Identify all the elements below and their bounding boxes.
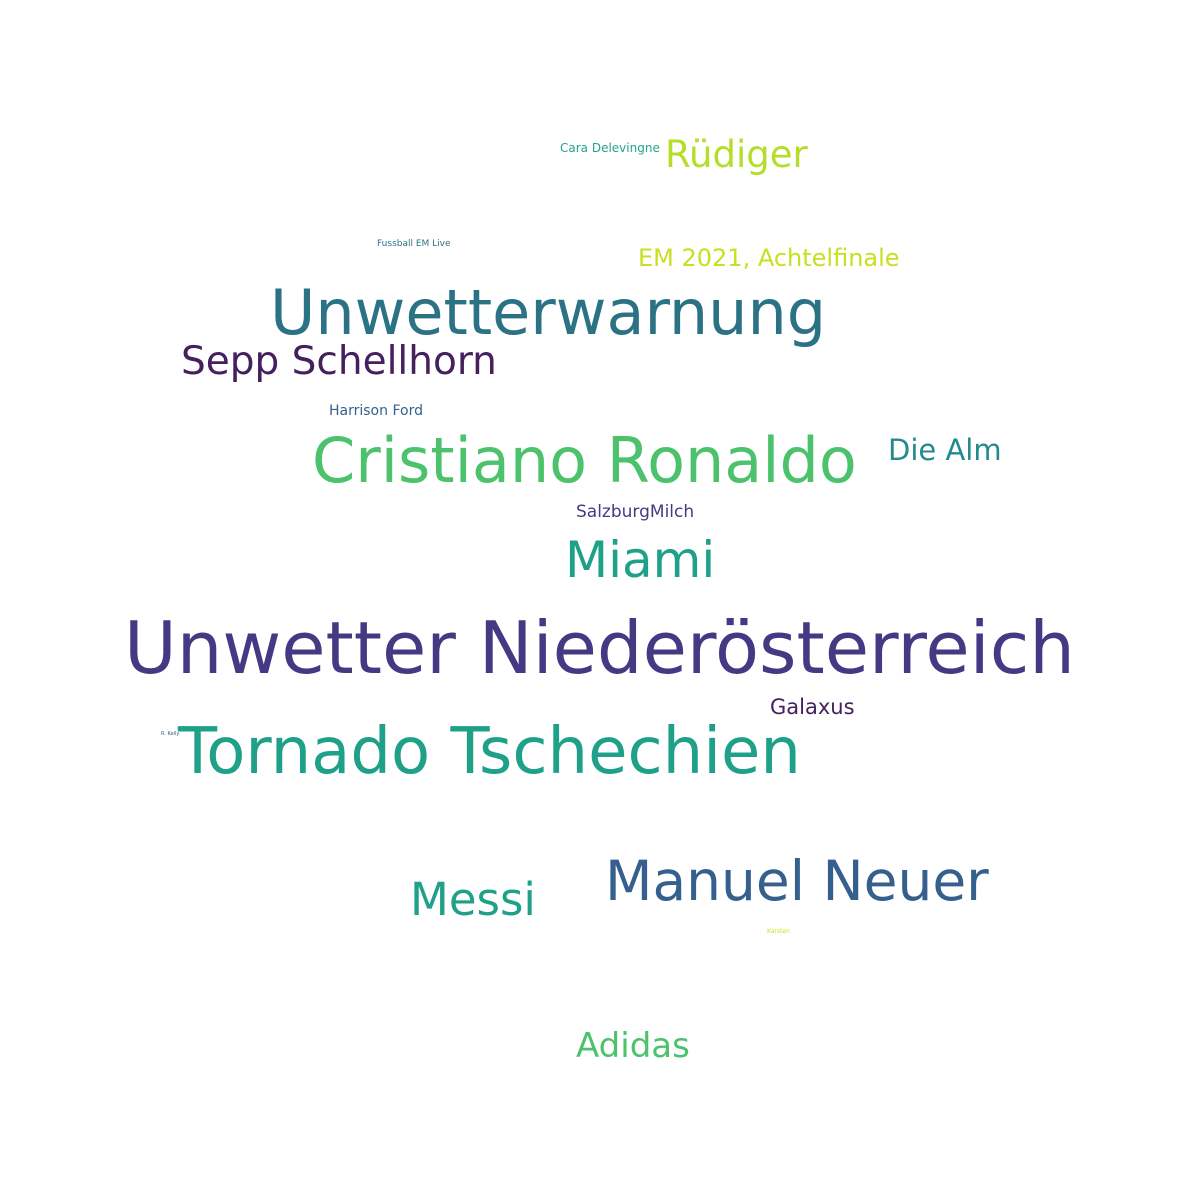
word-tornado-tschechien: Tornado Tschechien: [178, 715, 801, 789]
word-fussball-em-live: Fussball EM Live: [377, 239, 451, 249]
word-cara-delevingne: Cara Delevingne: [560, 141, 660, 155]
word-karsten: Karsten: [767, 928, 790, 935]
word-die-alm: Die Alm: [888, 433, 1002, 467]
word-r-kelly: R. Kelly: [161, 731, 180, 737]
word-adidas: Adidas: [576, 1026, 690, 1066]
word-harrison-ford: Harrison Ford: [329, 403, 423, 419]
word-em-2021-achtelfinale: EM 2021, Achtelfinale: [638, 244, 900, 272]
word-sepp-schellhorn: Sepp Schellhorn: [181, 339, 497, 384]
word-cristiano-ronaldo: Cristiano Ronaldo: [312, 424, 857, 497]
word-unwetterwarnung: Unwetterwarnung: [270, 276, 827, 349]
word-messi: Messi: [410, 873, 536, 926]
word-unwetter-niederoesterreich: Unwetter Niederösterreich: [124, 606, 1075, 690]
word-manuel-neuer: Manuel Neuer: [605, 849, 989, 913]
word-ruediger: Rüdiger: [665, 133, 808, 176]
word-galaxus: Galaxus: [770, 695, 855, 719]
word-salzburgmilch: SalzburgMilch: [576, 502, 695, 522]
word-miami: Miami: [565, 531, 716, 589]
